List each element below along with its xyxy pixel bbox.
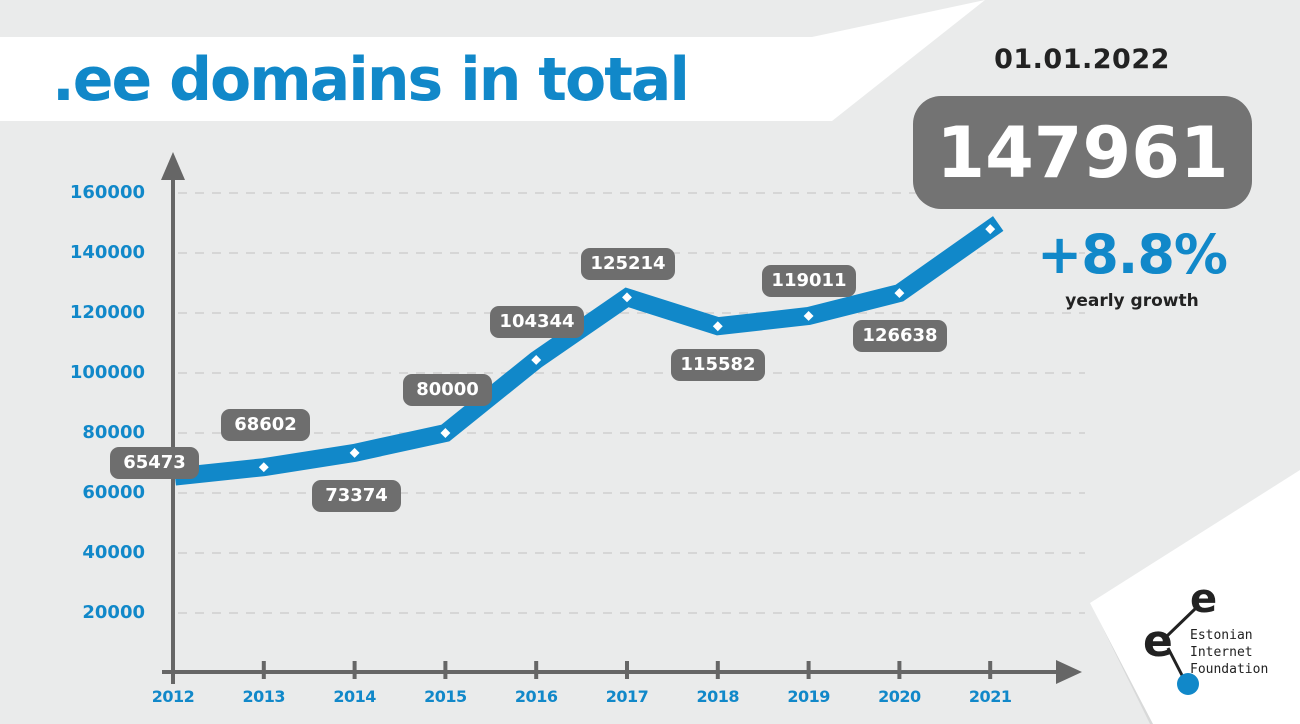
- y-tick-label: 120000: [69, 302, 145, 323]
- x-tick-label: 2020: [878, 687, 921, 706]
- data-label: 119011: [762, 265, 856, 297]
- x-tick-label: 2019: [787, 687, 830, 706]
- total-value: 147961: [936, 111, 1229, 194]
- data-point-marker: [985, 224, 996, 235]
- logo-line-3: Foundation: [1190, 662, 1269, 677]
- svg-text:e: e: [1190, 576, 1217, 622]
- data-label: 125214: [581, 248, 675, 280]
- logo-backdrop: [1090, 470, 1300, 724]
- data-label: 80000: [403, 374, 492, 406]
- y-tick-label: 60000: [82, 482, 145, 503]
- data-markers: [258, 224, 996, 473]
- logo-line-1: Estonian: [1190, 628, 1253, 643]
- x-tick-label: 2014: [333, 687, 376, 706]
- x-tick-label: 2016: [514, 687, 558, 706]
- y-tick-label: 20000: [82, 602, 145, 623]
- y-axis-arrow-icon: [161, 152, 185, 180]
- svg-text:e: e: [1143, 616, 1173, 667]
- y-axis: [161, 152, 185, 684]
- y-tick-label: 160000: [69, 182, 145, 203]
- x-tick-label: 2013: [242, 687, 286, 706]
- data-point-marker: [531, 355, 542, 365]
- data-point-marker: [258, 462, 269, 473]
- x-tick-label: 2021: [968, 687, 1012, 706]
- data-label: 73374: [312, 480, 401, 512]
- growth-value: +8.8%: [1036, 223, 1228, 286]
- x-axis: [162, 660, 1082, 684]
- page-title: .ee domains in total: [52, 45, 690, 115]
- data-label: 115582: [671, 349, 765, 381]
- data-point-marker: [712, 321, 723, 332]
- data-label: 65473: [110, 447, 199, 479]
- x-axis-arrow-icon: [1056, 660, 1082, 684]
- logo-icon: e e: [1143, 576, 1217, 695]
- x-tick-label: 2012: [151, 687, 195, 706]
- growth-label: yearly growth: [1065, 291, 1199, 311]
- data-label: 126638: [853, 320, 947, 352]
- y-tick-label: 140000: [69, 242, 145, 263]
- x-tick-label: 2015: [424, 687, 467, 706]
- x-tick-label: 2018: [696, 687, 740, 706]
- y-tick-label: 40000: [82, 542, 145, 563]
- total-badge: 147961: [913, 96, 1252, 209]
- y-tick-label: 100000: [69, 362, 145, 383]
- title-banner: [0, 0, 985, 121]
- data-point-marker: [349, 447, 360, 458]
- logo-text: Estonian Internet Foundation: [1190, 627, 1268, 678]
- data-point-marker: [440, 428, 451, 438]
- data-point-marker: [622, 292, 632, 303]
- y-tick-label: 80000: [82, 422, 145, 443]
- x-ticks: [261, 661, 993, 679]
- data-label: 104344: [490, 306, 584, 338]
- logo-line-2: Internet: [1190, 645, 1253, 660]
- data-point-marker: [803, 311, 814, 321]
- snapshot-date: 01.01.2022: [994, 44, 1170, 75]
- data-point-marker: [894, 288, 905, 299]
- data-label: 68602: [221, 409, 310, 441]
- x-tick-label: 2017: [605, 687, 649, 706]
